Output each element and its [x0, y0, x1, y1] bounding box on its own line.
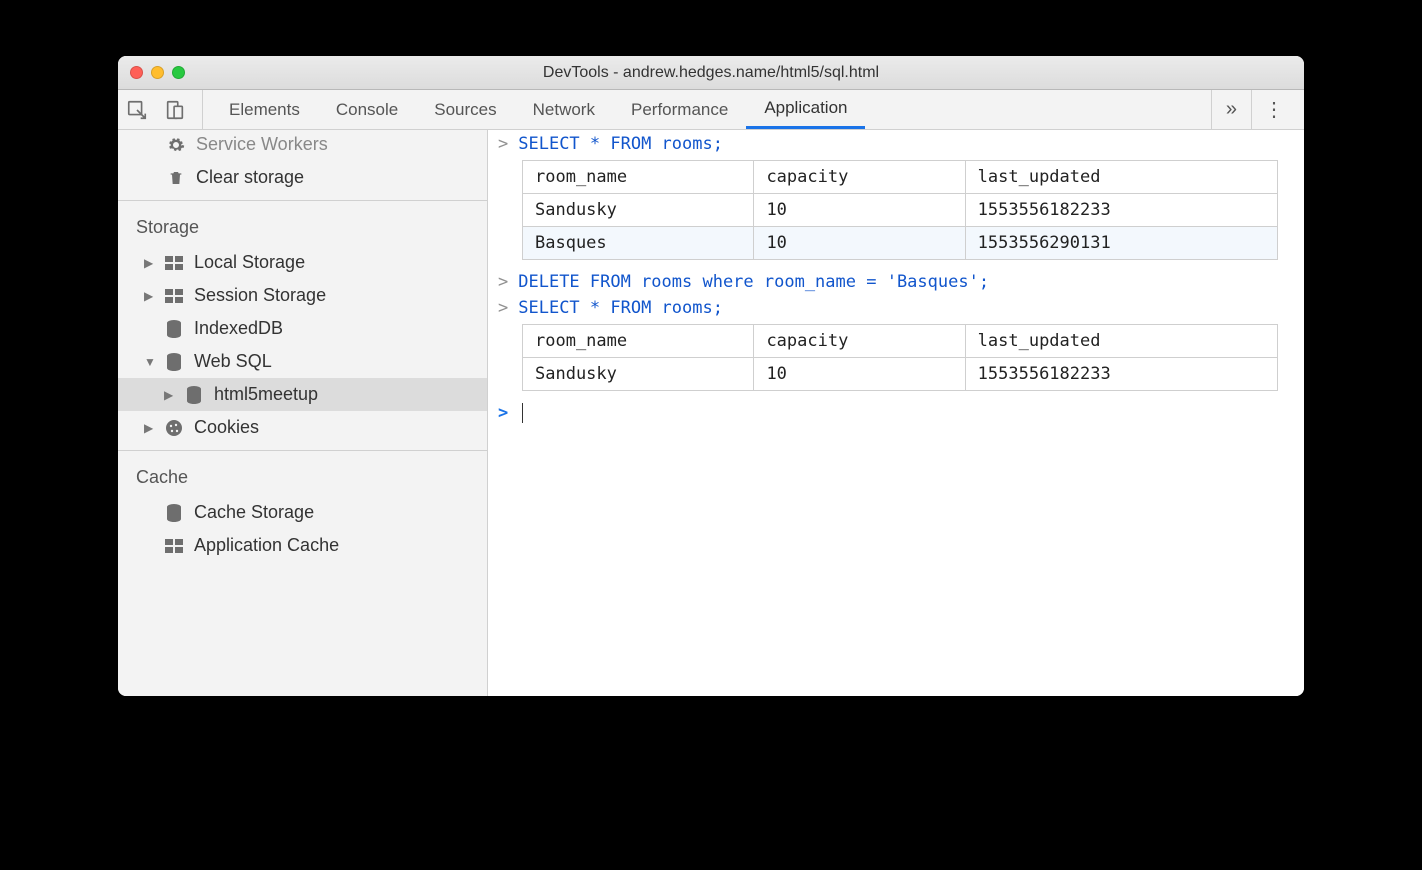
sql-statement: DELETE FROM rooms where room_name = 'Bas… [518, 272, 989, 292]
grid-icon [164, 256, 184, 270]
database-icon [164, 353, 184, 371]
chevron-right-icon: ▶ [144, 256, 154, 270]
sidebar-item-label: IndexedDB [194, 318, 283, 339]
tab-elements[interactable]: Elements [211, 90, 318, 129]
sidebar-item-local-storage[interactable]: ▶ Local Storage [118, 246, 487, 279]
tab-sources[interactable]: Sources [416, 90, 514, 129]
sidebar-item-label: Web SQL [194, 351, 272, 372]
sidebar-item-service-workers[interactable]: Service Workers [118, 130, 487, 161]
cache-section-title: Cache [118, 457, 487, 496]
sql-entry: > SELECT * FROM rooms; [488, 130, 1304, 156]
tab-bar: Elements Console Sources Network Perform… [203, 90, 1211, 129]
sidebar-item-label: Session Storage [194, 285, 326, 306]
close-icon[interactable] [130, 66, 143, 79]
sql-entry: > DELETE FROM rooms where room_name = 'Ba… [488, 268, 1304, 294]
maximize-icon[interactable] [172, 66, 185, 79]
gear-icon [166, 136, 186, 154]
sidebar-item-label: Local Storage [194, 252, 305, 273]
table-row[interactable]: Sandusky101553556182233 [523, 358, 1278, 391]
table-cell: 1553556182233 [965, 358, 1277, 391]
table-cell: 10 [754, 194, 965, 227]
sidebar-item-application-cache[interactable]: ▶ Application Cache [118, 529, 487, 562]
table-header: last_updated [965, 325, 1277, 358]
sidebar-item-label: Cache Storage [194, 502, 314, 523]
sidebar-item-session-storage[interactable]: ▶ Session Storage [118, 279, 487, 312]
sidebar-item-label: Application Cache [194, 535, 339, 556]
chevron-right-icon: ▶ [144, 289, 154, 303]
sql-statement: SELECT * FROM rooms; [518, 134, 723, 154]
sidebar-item-cookies[interactable]: ▶ Cookies [118, 411, 487, 444]
table-header: last_updated [965, 161, 1277, 194]
sidebar-item-label: Cookies [194, 417, 259, 438]
table-cell: 1553556290131 [965, 227, 1277, 260]
database-icon [164, 504, 184, 522]
traffic-lights [130, 66, 185, 79]
table-cell: 1553556182233 [965, 194, 1277, 227]
inspect-icon[interactable] [126, 99, 148, 121]
table-cell: Basques [523, 227, 754, 260]
device-icon[interactable] [164, 99, 186, 121]
storage-section-title: Storage [118, 207, 487, 246]
chevron-right-icon: ▶ [164, 388, 174, 402]
grid-icon [164, 289, 184, 303]
grid-icon [164, 539, 184, 553]
sidebar-item-web-sql[interactable]: ▼ Web SQL [118, 345, 487, 378]
sidebar-item-indexeddb[interactable]: ▶ IndexedDB [118, 312, 487, 345]
table-header: capacity [754, 325, 965, 358]
table-header: room_name [523, 325, 754, 358]
prompt-arrow-icon: > [498, 272, 508, 292]
menu-button[interactable]: ⋮ [1251, 90, 1296, 129]
prompt-arrow-icon: > [498, 134, 508, 154]
toolbar-icons [126, 90, 203, 129]
tab-performance[interactable]: Performance [613, 90, 746, 129]
sql-input-line[interactable]: > [488, 399, 1304, 425]
trash-icon [166, 169, 186, 187]
table-header: capacity [754, 161, 965, 194]
table-row[interactable]: Basques101553556290131 [523, 227, 1278, 260]
table-row[interactable]: Sandusky101553556182233 [523, 194, 1278, 227]
sidebar-item-clear-storage[interactable]: Clear storage [118, 161, 487, 194]
tab-application[interactable]: Application [746, 90, 865, 129]
prompt-arrow-icon: > [498, 403, 508, 423]
sql-console[interactable]: >SELECT * FROM rooms;room_namecapacityla… [488, 130, 1304, 696]
table-cell: Sandusky [523, 358, 754, 391]
tab-console[interactable]: Console [318, 90, 416, 129]
sidebar-item-cache-storage[interactable]: ▶ Cache Storage [118, 496, 487, 529]
devtools-window: DevTools - andrew.hedges.name/html5/sql.… [118, 56, 1304, 696]
cookie-icon [164, 419, 184, 437]
sidebar-item-html5meetup[interactable]: ▶ html5meetup [118, 378, 487, 411]
sql-statement: SELECT * FROM rooms; [518, 298, 723, 318]
database-icon [184, 386, 204, 404]
toolbar: Elements Console Sources Network Perform… [118, 90, 1304, 130]
tab-network[interactable]: Network [515, 90, 613, 129]
chevron-right-icon: ▶ [144, 421, 154, 435]
sidebar-item-label: Service Workers [196, 134, 328, 155]
result-table: room_namecapacitylast_updatedSandusky101… [522, 324, 1278, 391]
sidebar: Service Workers Clear storage Storage ▶ … [118, 130, 488, 696]
sidebar-item-label: Clear storage [196, 167, 304, 188]
titlebar: DevTools - andrew.hedges.name/html5/sql.… [118, 56, 1304, 90]
table-header: room_name [523, 161, 754, 194]
body: Service Workers Clear storage Storage ▶ … [118, 130, 1304, 696]
table-cell: 10 [754, 358, 965, 391]
result-table: room_namecapacitylast_updatedSandusky101… [522, 160, 1278, 260]
chevron-down-icon: ▼ [144, 355, 154, 369]
table-cell: 10 [754, 227, 965, 260]
tabs-overflow-button[interactable]: » [1211, 90, 1251, 129]
prompt-arrow-icon: > [498, 298, 508, 318]
text-cursor [522, 403, 523, 423]
database-icon [164, 320, 184, 338]
sidebar-item-label: html5meetup [214, 384, 318, 405]
window-title: DevTools - andrew.hedges.name/html5/sql.… [118, 64, 1304, 82]
table-cell: Sandusky [523, 194, 754, 227]
sql-entry: > SELECT * FROM rooms; [488, 294, 1304, 320]
minimize-icon[interactable] [151, 66, 164, 79]
